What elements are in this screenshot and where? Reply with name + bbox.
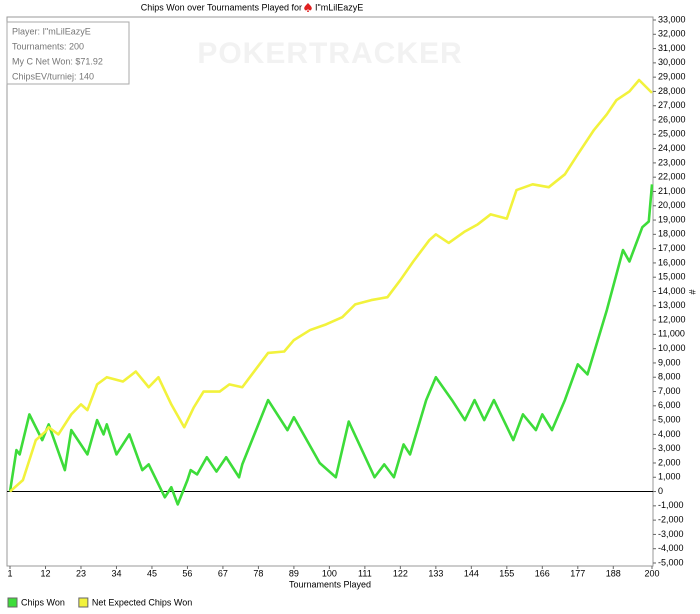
y-tick-label: -2,000	[658, 515, 684, 525]
y-tick-label: 24,000	[658, 143, 686, 153]
y-tick-label: 30,000	[658, 57, 686, 67]
y-tick-label: 6,000	[658, 400, 681, 410]
series-line	[8, 184, 654, 506]
y-tick-label: 11,000	[658, 329, 685, 339]
y-tick-label: 8,000	[658, 372, 681, 382]
watermark: POKERTRACKER	[197, 37, 462, 70]
y-tick-label: 0	[658, 486, 663, 496]
y-tick-label: 3,000	[658, 443, 681, 453]
y-tick-label: 28,000	[658, 86, 686, 96]
x-tick-label: 166	[535, 568, 550, 578]
y-tick-label: 33,000	[658, 14, 686, 24]
legend-swatch	[7, 597, 18, 608]
y-tick-label: 14,000	[658, 286, 686, 296]
y-tick-label: 9,000	[658, 357, 681, 367]
y-tick-label: 16,000	[658, 257, 686, 267]
x-tick-label: 56	[182, 568, 192, 578]
series-line	[9, 78, 653, 493]
y-tick-label: 31,000	[658, 43, 686, 53]
y-tick-label: 25,000	[658, 129, 686, 139]
x-tick-label: 34	[111, 568, 121, 578]
y-tick-label: 22,000	[658, 172, 686, 182]
x-tick-label: 111	[358, 568, 372, 578]
x-tick-label: 100	[322, 568, 337, 578]
y-tick-label: -3,000	[658, 529, 684, 539]
y-tick-label: 27,000	[658, 100, 686, 110]
info-line: ChipsEV/turniej: 140	[12, 71, 94, 81]
y-tick-label: 4,000	[658, 429, 681, 439]
y-tick-label: 21,000	[658, 186, 686, 196]
y-tick-label: 19,000	[658, 214, 686, 224]
x-tick-label: 12	[40, 568, 50, 578]
y-tick-label: 17,000	[658, 243, 686, 253]
y-tick-label: 10,000	[658, 343, 686, 353]
info-line: My C Net Won: $71.92	[12, 56, 103, 66]
x-tick-label: 200	[644, 568, 659, 578]
x-tick-label: 45	[147, 568, 157, 578]
info-box-frame	[6, 21, 130, 85]
y-tick-label: 32,000	[658, 29, 686, 39]
y-tick-label: 5,000	[658, 414, 681, 424]
y-tick-label: -1,000	[658, 500, 684, 510]
y-tick-label: 18,000	[658, 229, 686, 239]
x-tick-label: 188	[606, 568, 621, 578]
x-tick-label: 78	[253, 568, 263, 578]
spade-icon	[304, 3, 312, 12]
x-axis-label: Tournaments Played	[289, 579, 371, 589]
x-tick-label: 1	[7, 568, 12, 578]
x-tick-label: 122	[393, 568, 408, 578]
legend-label: Net Expected Chips Won	[92, 597, 192, 607]
y-tick-label: 29,000	[658, 72, 686, 82]
y-tick-label: -4,000	[658, 543, 684, 553]
info-box: Player: I"mLilEazyE Tournaments: 200 My …	[6, 21, 130, 85]
y-tick-label: 2,000	[658, 457, 681, 467]
y-tick-label: 26,000	[658, 114, 686, 124]
x-tick-label: 67	[218, 568, 228, 578]
y-tick-label: 7,000	[658, 386, 681, 396]
x-tick-label: 133	[428, 568, 443, 578]
y-tick-label: 15,000	[658, 272, 686, 282]
x-tick-label: 89	[289, 568, 299, 578]
info-line: Tournaments: 200	[12, 41, 84, 51]
y-tick-label: 13,000	[658, 300, 686, 310]
x-tick-label: 177	[570, 568, 585, 578]
y-tick-label: 23,000	[658, 157, 686, 167]
y-tick-label: 1,000	[658, 472, 681, 482]
legend-label: Chips Won	[21, 597, 65, 607]
y-tick-label: 20,000	[658, 200, 686, 210]
y-tick-label: 12,000	[658, 314, 686, 324]
legend-swatch	[78, 597, 89, 608]
player-name: I"mLilEazyE	[315, 2, 363, 12]
info-line: Player: I"mLilEazyE	[12, 26, 91, 36]
x-tick-label: 144	[464, 568, 479, 578]
y-tick-label: -5,000	[658, 557, 684, 567]
chart-title: Chips Won over Tournaments Played for	[141, 2, 302, 12]
x-tick-label: 155	[499, 568, 514, 578]
y-axis-label: #	[687, 289, 697, 294]
x-tick-label: 23	[76, 568, 86, 578]
